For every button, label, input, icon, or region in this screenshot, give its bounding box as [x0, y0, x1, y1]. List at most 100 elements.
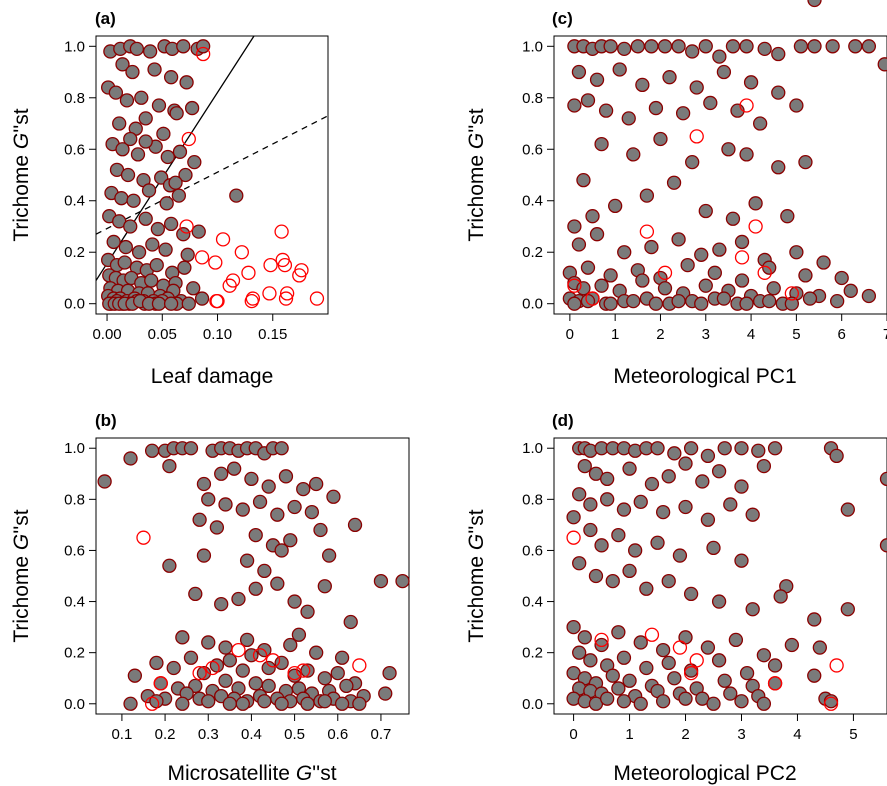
- panel-b-point: [334, 650, 350, 665]
- panel-b-point: [166, 660, 181, 676]
- panel-b-open-point: [136, 530, 151, 545]
- panel-d-point: [622, 673, 637, 688]
- panel-a-point: [158, 242, 173, 257]
- panel-c-open-point: [585, 291, 600, 306]
- panel-c-point: [648, 100, 664, 116]
- panel-b-point: [248, 527, 263, 543]
- panel-b-point: [334, 696, 350, 711]
- panel-d-y-title-italic: G: [465, 534, 488, 550]
- panel-b-point: [162, 558, 177, 573]
- panel-c-x-tick-label: 1: [611, 326, 619, 343]
- panel-a-point: [114, 191, 129, 206]
- panel-d-point: [600, 471, 615, 487]
- panel-c-point: [771, 160, 786, 175]
- panel-c-point: [771, 85, 786, 100]
- panel-b-point: [317, 579, 332, 594]
- panel-c-point: [877, 57, 887, 72]
- panel-b-point: [382, 665, 397, 681]
- panel-c-point: [576, 281, 591, 296]
- panel-d-point: [594, 538, 609, 553]
- panel-d-open-point: [672, 640, 688, 655]
- panel-c-point: [843, 283, 858, 298]
- panel-d-point: [728, 632, 744, 648]
- panel-d-point: [840, 502, 855, 517]
- panel-c-y-tick-label: 0.0: [522, 296, 543, 313]
- panel-d-y-tick-label: 0.4: [522, 594, 543, 611]
- panel-d-point: [622, 461, 637, 476]
- panel-a-x-tick-label: 0.10: [203, 326, 232, 343]
- panel-b-point: [214, 466, 229, 481]
- panel-a-x-axis: 0.00 0.05 0.10 0.15: [92, 313, 287, 343]
- panel-c-point: [598, 103, 614, 118]
- panel-b-point: [339, 678, 354, 694]
- panel-d-point: [672, 548, 688, 563]
- panel-b-y-tick-label: 0.2: [64, 645, 85, 662]
- panel-c-x-axis: 0 1 2 3 4 5 6 7: [566, 313, 887, 343]
- panel-a-filled-points: [101, 39, 244, 311]
- panel-c-point: [589, 227, 605, 242]
- panel-a-open-point: [294, 263, 309, 278]
- panel-c-point: [757, 41, 772, 57]
- panel-a-x-tick-label: 0.00: [92, 326, 121, 343]
- panel-c-point: [585, 209, 600, 224]
- panel-c-point: [630, 39, 645, 54]
- panel-b-open-point: [144, 696, 160, 711]
- panel-c-point: [807, 39, 822, 54]
- panel-d-point: [700, 448, 716, 464]
- panel-c-point: [694, 247, 709, 262]
- panel-b-point: [257, 694, 272, 709]
- panel-d-point: [711, 594, 727, 609]
- panel-d-y-tick-label: 0.2: [522, 645, 543, 662]
- panel-b-point: [274, 441, 289, 456]
- panel-c-point: [635, 273, 650, 288]
- panel-b-point: [218, 673, 233, 688]
- panel-d-point: [678, 499, 693, 515]
- panel-c-point: [703, 95, 718, 111]
- panel-b-point: [175, 696, 190, 711]
- panel-c-point: [662, 70, 677, 85]
- panel-b-point: [352, 696, 367, 711]
- panel-c-point: [743, 75, 759, 90]
- panel-b-open-point: [287, 665, 302, 681]
- panel-d-open-point: [689, 653, 704, 668]
- panel-d-point: [655, 694, 671, 709]
- panel-b-point: [248, 676, 263, 691]
- panel-c-point: [594, 278, 609, 293]
- panel-a-point: [129, 41, 145, 57]
- panel-c-point: [784, 296, 800, 311]
- panel-d-x-axis-title: Meteorological PC2: [613, 762, 796, 785]
- panel-c-point: [612, 62, 627, 77]
- panel-b-point: [196, 548, 212, 563]
- panel-d-point: [767, 441, 783, 456]
- panel-d-point: [739, 665, 755, 681]
- panel-d-point: [734, 479, 749, 494]
- panel-a-point: [123, 219, 138, 234]
- panel-d-point: [879, 538, 887, 553]
- panel-a-point: [191, 224, 206, 239]
- panel-a-point: [180, 247, 195, 262]
- panel-c-point: [766, 281, 781, 296]
- panel-c-point: [798, 268, 813, 283]
- panel-c-point: [848, 39, 863, 54]
- panel-c-point: [712, 49, 727, 64]
- panel-a-point: [120, 167, 136, 183]
- panel-a-point: [147, 62, 162, 77]
- panel-a-y-axis: 0.0 0.2 0.4 0.6 0.8 1.0: [64, 38, 96, 313]
- panel-c-y-title-main: Trichome: [465, 149, 488, 242]
- panel-c-point: [666, 175, 682, 190]
- panel-c-y-tick-label: 0.6: [522, 141, 543, 158]
- panel-d-point: [650, 535, 665, 550]
- panel-c-point: [567, 98, 582, 113]
- panel-a-solid-fit-line: [96, 36, 255, 281]
- panel-a-point: [138, 134, 153, 149]
- panel-d-point: [633, 635, 648, 650]
- panel-a-point: [169, 106, 184, 121]
- panel-c-point: [571, 64, 587, 80]
- panel-b-point: [304, 504, 320, 520]
- panel-d-point: [572, 556, 587, 571]
- panel-b-point: [201, 635, 216, 650]
- panel-d-point: [566, 510, 581, 525]
- panel-c-point: [689, 80, 704, 95]
- panel-d-open-point: [823, 696, 839, 711]
- panel-d-point: [723, 686, 738, 701]
